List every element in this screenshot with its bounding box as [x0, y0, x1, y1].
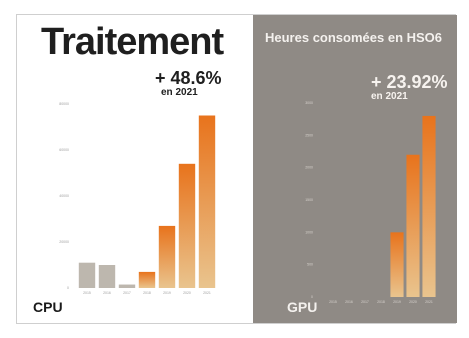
cpu-growth-value: + 48.6%	[155, 68, 222, 88]
x-tick-label: 2021	[425, 300, 433, 304]
cpu-growth-note: en 2021	[161, 87, 198, 98]
bar	[390, 232, 404, 297]
slide-frame: Traitement + 48.6% en 2021 0 20000 40000 60…	[16, 14, 457, 324]
gpu-growth-note: en 2021	[371, 91, 408, 102]
x-tick-label: 2016	[103, 291, 111, 295]
x-tick-label: 2018	[377, 300, 385, 304]
x-tick-label: 2020	[409, 300, 417, 304]
y-tick-label: 0	[67, 286, 69, 290]
bar	[138, 271, 156, 288]
y-tick-label: 80000	[59, 102, 69, 106]
bar	[406, 154, 420, 297]
bar	[118, 284, 136, 288]
cpu-bar-chart: 0 20000 40000 60000 80000 2015 2016 2017 2018 201…	[59, 102, 216, 295]
bar	[198, 115, 216, 288]
y-tick-label: 1000	[305, 230, 313, 234]
x-tick-label: 2019	[163, 291, 171, 295]
x-tick-label: 2020	[183, 291, 191, 295]
y-tick-label: 0	[311, 295, 313, 299]
bar	[158, 225, 176, 288]
x-tick-label: 2019	[393, 300, 401, 304]
x-tick-label: 2017	[123, 291, 131, 295]
x-tick-label: 2021	[203, 291, 211, 295]
y-tick-label: 60000	[59, 148, 69, 152]
bar	[98, 265, 116, 288]
y-tick-label: 20000	[59, 240, 69, 244]
x-tick-label: 2018	[143, 291, 151, 295]
y-tick-label: 1500	[305, 198, 313, 202]
bar	[422, 115, 436, 297]
gpu-panel: Heures consomées en HSO6 + 23.92% en 202…	[253, 15, 457, 323]
gpu-label: GPU	[287, 299, 318, 315]
x-tick-label: 2015	[83, 291, 91, 295]
y-tick-label: 500	[307, 263, 313, 267]
gpu-bar-chart: 0 500 1000 1500 2000 2500 3000 2015 2016 2017 2018…	[305, 101, 436, 304]
bar	[78, 262, 96, 288]
y-tick-label: 2500	[305, 133, 313, 137]
cpu-label: CPU	[33, 299, 63, 315]
y-tick-label: 40000	[59, 194, 69, 198]
page-title: Traitement	[41, 21, 224, 63]
bar	[178, 163, 196, 288]
gpu-growth-value: + 23.92%	[371, 72, 448, 92]
gpu-title: Heures consomées en HSO6	[265, 30, 443, 45]
x-tick-label: 2017	[361, 300, 369, 304]
x-tick-label: 2016	[345, 300, 353, 304]
cpu-panel: Traitement + 48.6% en 2021 0 20000 40000 60…	[17, 15, 253, 323]
y-tick-label: 3000	[305, 101, 313, 105]
y-tick-label: 2000	[305, 166, 313, 170]
x-tick-label: 2015	[329, 300, 337, 304]
